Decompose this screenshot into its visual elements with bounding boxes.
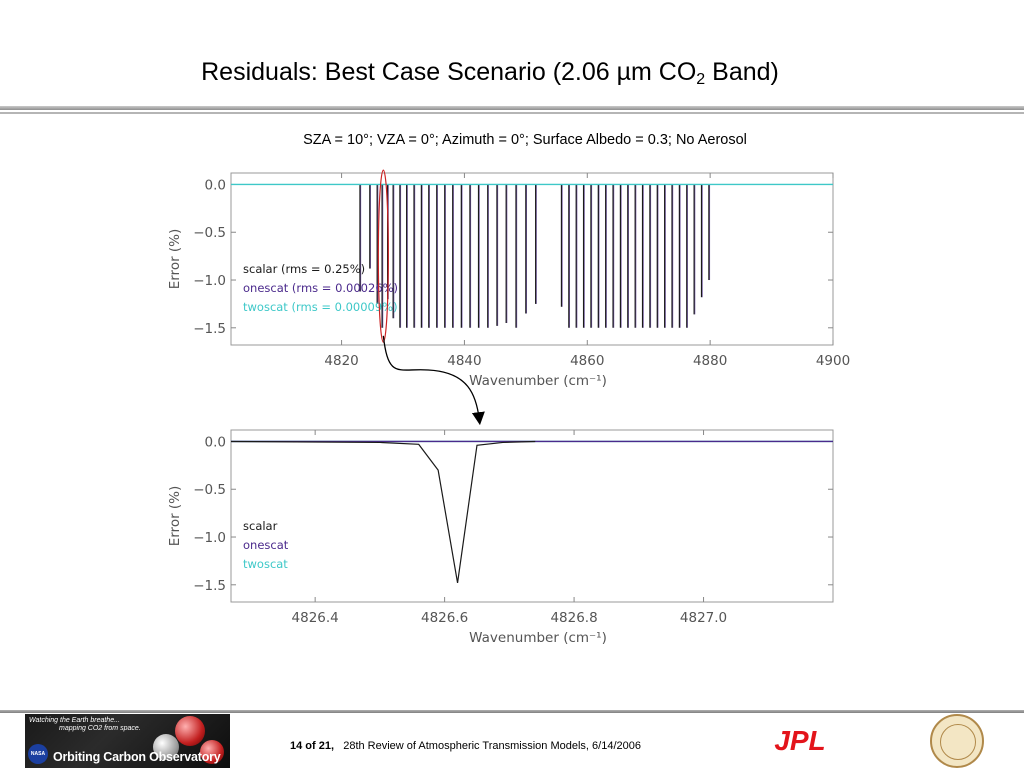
title-subscript: 2 — [696, 71, 706, 88]
jpl-logo-text: JPL — [774, 726, 825, 754]
molecule-carbon-icon — [175, 716, 205, 746]
x-tick-label: 4840 — [447, 353, 481, 369]
x-tick-label: 4900 — [816, 353, 850, 369]
y-tick-label: −1.5 — [193, 578, 226, 594]
x-tick-label: 4880 — [693, 353, 727, 369]
oco-name: Orbiting Carbon Observatory — [53, 750, 221, 764]
meeting-label: 28th Review of Atmospheric Transmission … — [343, 740, 641, 752]
jpl-logo: JPL — [774, 726, 825, 754]
nasa-logo-icon: NASA — [28, 744, 48, 764]
x-tick-label: 4860 — [570, 353, 604, 369]
legend-entry-1: onescat (rms = 0.00026%) — [243, 281, 398, 295]
legend-entry-0: scalar (rms = 0.25%) — [243, 262, 365, 276]
legend-entry-2: twoscat (rms = 0.00009%) — [243, 300, 398, 314]
x-tick-label: 4826.6 — [421, 610, 468, 626]
y-tick-label: −1.5 — [193, 321, 226, 337]
zoom-arrow — [382, 335, 485, 426]
footer-divider — [0, 710, 1024, 713]
x-tick-label: 4827.0 — [680, 610, 727, 626]
zoom-connector — [382, 335, 485, 426]
zoom-chart: 4826.4 4826.6 4826.8 4827.0 0.0 −0.5 −1.0 −1.5 W… — [167, 429, 834, 646]
scalar-series-line — [230, 440, 536, 583]
oco-logo: Watching the Earth breathe... mapping CO2… — [25, 714, 230, 768]
legend-entry-2: twoscat — [243, 557, 288, 571]
title-divider-secondary — [0, 112, 1024, 114]
y-tick-label: −0.5 — [193, 225, 226, 241]
y-tick-label: −1.0 — [193, 273, 226, 289]
y-tick-label: −1.0 — [193, 530, 226, 546]
oco-tagline: Watching the Earth breathe... mapping CO2… — [29, 717, 141, 733]
x-tick-label: 4826.4 — [292, 610, 339, 626]
title-divider — [0, 106, 1024, 110]
oco-tagline-line2: mapping CO2 from space. — [59, 725, 141, 732]
y-tick-label: −0.5 — [193, 482, 226, 498]
caltech-seal-icon — [930, 714, 984, 768]
title-main-text: Residuals: Best Case Scenario (2.06 µm C… — [201, 58, 697, 86]
legend-entry-0: scalar — [243, 519, 278, 533]
molecule-oxygen2-icon — [200, 740, 224, 764]
plot-frame — [230, 172, 834, 346]
legend-entry-1: onescat — [243, 538, 289, 552]
x-tick-label: 4820 — [324, 353, 358, 369]
title-end-text: Band) — [705, 58, 779, 86]
plot-frame — [230, 429, 834, 603]
x-axis-label: Wavenumber (cm⁻¹) — [469, 373, 607, 389]
full-band-chart: 4820 4840 4860 4880 4900 0.0 −0.5 −1.0 −1.5 Waven… — [167, 169, 850, 389]
x-axis-label: Wavenumber (cm⁻¹) — [469, 630, 607, 646]
y-tick-label: 0.0 — [205, 177, 226, 193]
y-axis-label: Error (%) — [167, 486, 183, 547]
x-tick-label: 4826.8 — [550, 610, 597, 626]
page-number: 14 of 21, — [290, 740, 335, 752]
y-axis-label: Error (%) — [167, 229, 183, 290]
zoom-region-ellipse — [377, 169, 389, 343]
conditions-subtitle: SZA = 10°; VZA = 0°; Azimuth = 0°; Surfa… — [303, 132, 747, 148]
oco-tagline-line1: Watching the Earth breathe... — [29, 717, 120, 724]
slide-title: Residuals: Best Case Scenario (2.06 µm C… — [0, 58, 980, 89]
footer-text: 14 of 21, 28th Review of Atmospheric Tra… — [290, 740, 641, 752]
y-tick-label: 0.0 — [205, 434, 226, 450]
molecule-oxygen-icon — [153, 734, 179, 760]
seal-inner-ring — [940, 724, 976, 760]
